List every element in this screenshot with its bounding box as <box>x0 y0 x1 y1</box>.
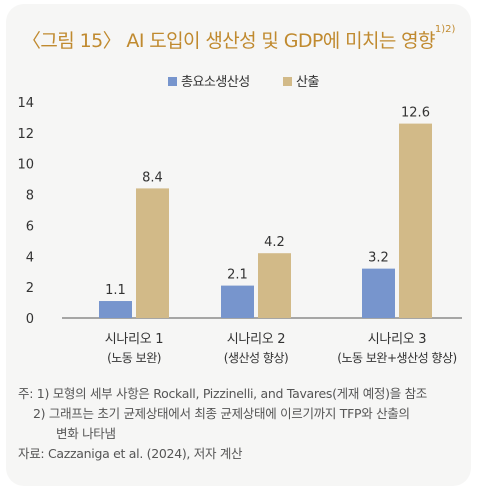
bar-2-2 <box>258 253 291 318</box>
y-tick-label: 0 <box>26 312 34 327</box>
category-label-2: 시나리오 2 <box>227 332 285 347</box>
legend-label-1: 총요소생산성 <box>181 75 250 90</box>
data-label-3-2: 12.6 <box>401 106 430 121</box>
bar-3-1 <box>362 268 395 318</box>
legend-label-2: 산출 <box>296 75 319 90</box>
figure-title: 〈그림 15〉 AI 도입이 생산성 및 GDP에 미치는 영향1)2) <box>22 24 456 53</box>
note-2a: 2) 그래프는 초기 균제상태에서 최종 균제상태에 이르기까지 TFP와 산출… <box>33 406 410 421</box>
note-2b: 변화 나타냄 <box>56 426 116 441</box>
category-label-1: 시나리오 1 <box>105 332 163 347</box>
category-label-3: 시나리오 3 <box>368 332 426 347</box>
category-sublabel-2: (생산성 향상) <box>224 351 288 365</box>
y-tick-label: 10 <box>17 158 34 173</box>
note-1: 주: 1) 모형의 세부 사항은 Rockall, Pizzinelli, an… <box>18 386 427 401</box>
bar-1-2 <box>136 188 169 318</box>
category-sublabel-1: (노동 보완) <box>107 351 161 365</box>
legend-swatch-2 <box>283 77 292 86</box>
figure-notes: 주: 1) 모형의 세부 사항은 Rockall, Pizzinelli, an… <box>18 384 463 464</box>
figure-title-footnote-ref: 1)2) <box>434 24 456 35</box>
source-note: 자료: Cazzaniga et al. (2024), 저자 계산 <box>18 446 243 461</box>
data-label-2-1: 2.1 <box>227 268 248 283</box>
data-label-1-1: 1.1 <box>105 283 126 298</box>
y-tick-label: 6 <box>26 219 34 234</box>
bar-2-1 <box>221 285 254 318</box>
y-tick-label: 4 <box>26 250 34 265</box>
legend-swatch-1 <box>168 77 177 86</box>
data-label-2-2: 4.2 <box>264 235 285 250</box>
data-label-3-1: 3.2 <box>368 251 389 266</box>
y-tick-label: 12 <box>17 127 34 142</box>
y-tick-label: 14 <box>17 96 34 111</box>
category-sublabel-3: (노동 보완+생산성 향상) <box>337 351 456 365</box>
bar-chart: 총요소생산성 산출 0 2 4 6 8 10 12 14 1.1 8.4 시나리오 1 (노동 보완) 2.… <box>17 75 462 365</box>
data-label-1-2: 8.4 <box>142 170 163 185</box>
y-tick-label: 2 <box>26 281 34 296</box>
figure-title-text: 〈그림 15〉 AI 도입이 생산성 및 GDP에 미치는 영향 <box>22 30 436 52</box>
figure-card <box>6 4 471 486</box>
bar-3-2 <box>399 123 432 318</box>
bar-1-1 <box>99 301 132 318</box>
y-tick-label: 8 <box>26 189 34 204</box>
